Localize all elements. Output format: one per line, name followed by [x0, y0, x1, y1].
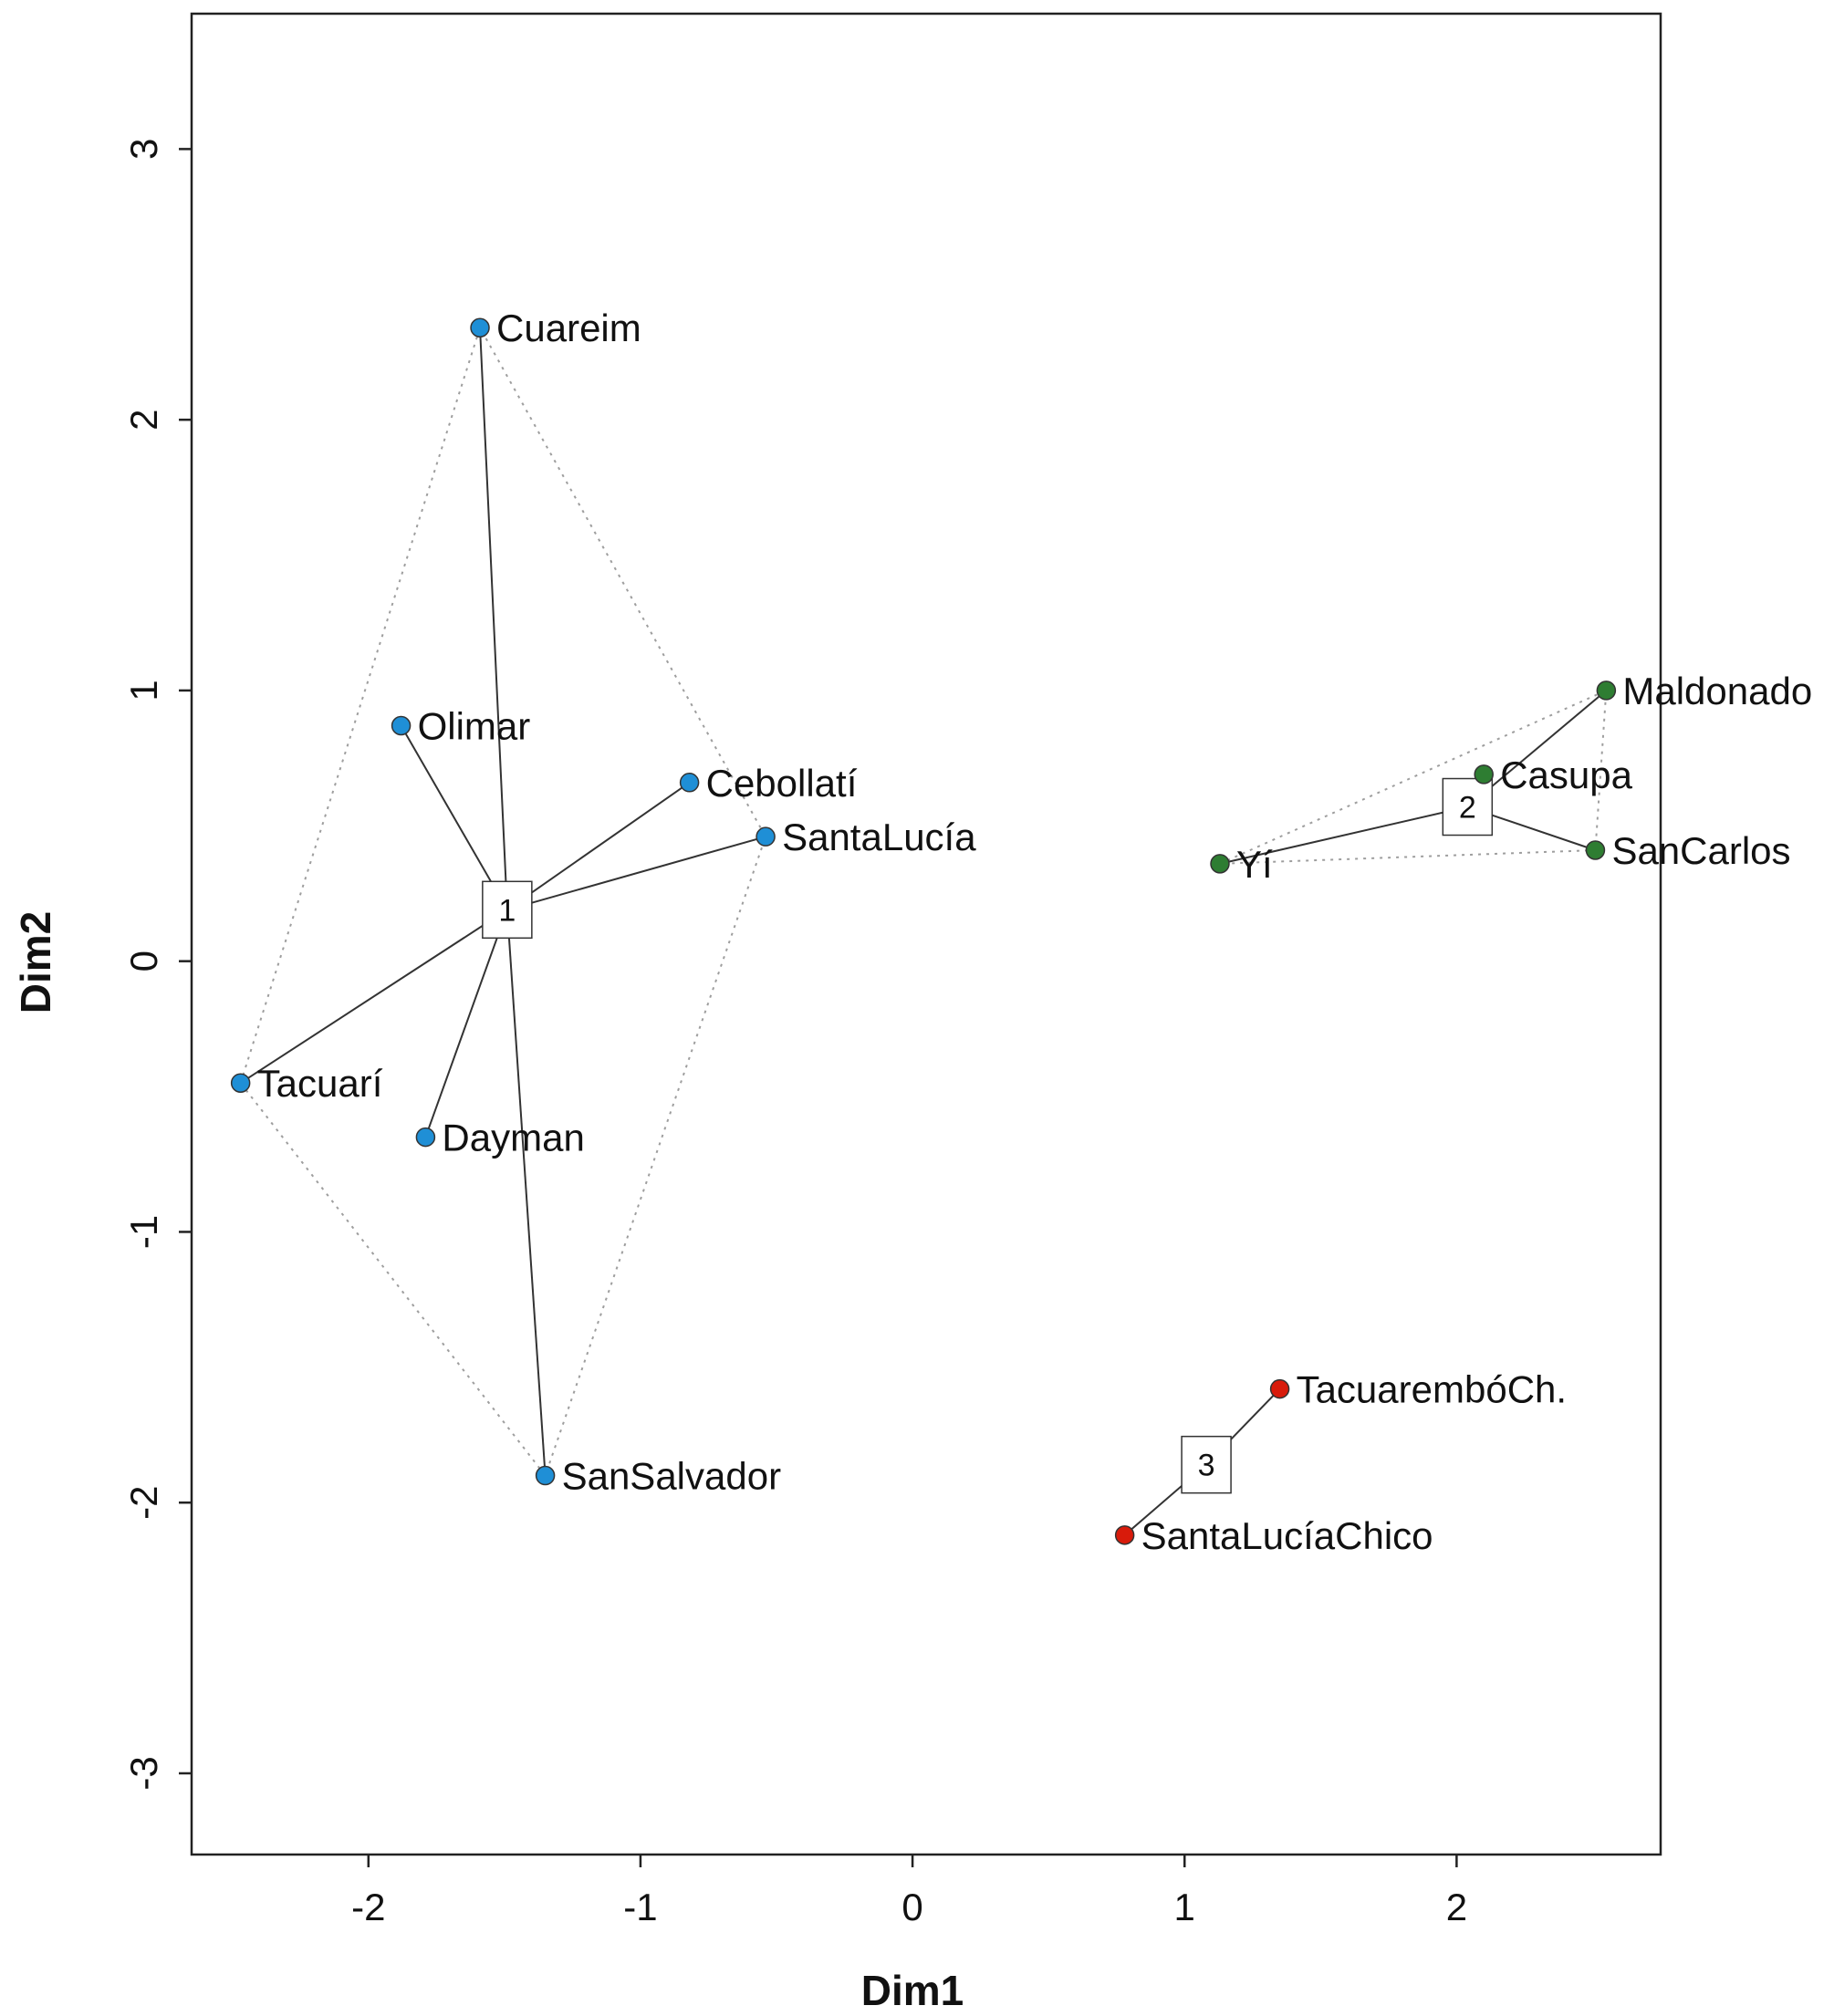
cluster-2-center-label: 2	[1459, 791, 1476, 826]
x-tick-label: -1	[623, 1886, 657, 1928]
point-label-santaluciachico: SantaLucíaChico	[1141, 1514, 1433, 1557]
cluster-1-center-label: 1	[498, 893, 516, 928]
segment-cebollati	[506, 781, 691, 911]
point-label-olimar: Olimar	[418, 704, 531, 747]
cluster-2-center-box	[1442, 777, 1494, 837]
point-santalucia	[755, 826, 776, 847]
point-label-sansalvador: SanSalvador	[562, 1455, 782, 1498]
point-sansalvador	[535, 1465, 556, 1486]
point-label-cuareim: Cuareim	[496, 307, 641, 349]
cluster-3-center-box	[1181, 1435, 1232, 1494]
y-tick-label: -2	[122, 1486, 165, 1520]
cluster-3-center-label: 3	[1198, 1449, 1215, 1483]
y-tick-label: -1	[122, 1215, 165, 1249]
point-label-maldonado: Maldonado	[1622, 670, 1812, 712]
point-yi	[1210, 854, 1230, 874]
point-cuareim	[470, 317, 490, 338]
y-tick-label: 1	[122, 680, 165, 701]
point-label-tacuaremboch: TacuarembóCh.	[1297, 1368, 1567, 1411]
plot-frame	[190, 12, 1662, 1856]
point-label-casupa: Casupa	[1500, 753, 1632, 796]
cluster-1-center-box	[482, 880, 533, 940]
point-cebollati	[679, 773, 700, 793]
segment-santalucia	[506, 836, 766, 911]
segment-dayman	[424, 909, 508, 1138]
y-tick-label: 0	[122, 951, 165, 972]
x-tick-label: 0	[901, 1886, 922, 1928]
point-sancarlos	[1585, 840, 1606, 860]
point-label-dayman: Dayman	[442, 1117, 584, 1159]
point-label-tacuari: Tacuarí	[257, 1062, 383, 1105]
data-points: Cuareim Olimar Cebollatí SantaLucía Tacuarí D…	[230, 307, 1812, 1557]
point-casupa	[1474, 764, 1494, 785]
x-axis: -2 -1 0 1 2	[351, 1855, 1467, 1928]
segment-tacuari	[240, 909, 508, 1085]
cluster-segments	[240, 327, 1608, 1536]
y-axis: -3 -2 -1 0 1 2 3	[122, 139, 192, 1791]
point-dayman	[415, 1127, 436, 1148]
point-tacuaremboch	[1269, 1378, 1290, 1399]
y-tick-label: 2	[122, 409, 165, 430]
point-santaluciachico	[1114, 1525, 1135, 1545]
segment-yi	[1219, 805, 1468, 865]
x-axis-title: Dim1	[861, 1967, 964, 2014]
point-label-cebollati: Cebollatí	[706, 762, 858, 805]
y-tick-label: -3	[122, 1756, 165, 1790]
x-tick-label: -2	[351, 1886, 385, 1928]
point-tacuari	[230, 1073, 251, 1093]
point-maldonado	[1596, 681, 1617, 701]
y-axis-title: Dim2	[12, 911, 59, 1013]
segment-sansalvador	[505, 909, 547, 1476]
segment-olimar	[400, 724, 508, 910]
point-olimar	[391, 715, 412, 736]
y-tick-label: 3	[122, 139, 165, 160]
segment-cuareim	[479, 327, 508, 910]
x-tick-label: 2	[1446, 1886, 1467, 1928]
point-label-yi: Yí	[1236, 843, 1273, 886]
cluster-hulls	[239, 325, 1608, 1478]
point-label-sancarlos: SanCarlos	[1611, 829, 1790, 872]
cluster-2-hull	[1219, 689, 1608, 865]
cluster-1-hull	[239, 325, 767, 1478]
x-tick-label: 1	[1174, 1886, 1195, 1928]
cluster-centers: 1 2 3	[482, 777, 1494, 1494]
point-label-santalucia: SantaLucía	[782, 816, 976, 858]
